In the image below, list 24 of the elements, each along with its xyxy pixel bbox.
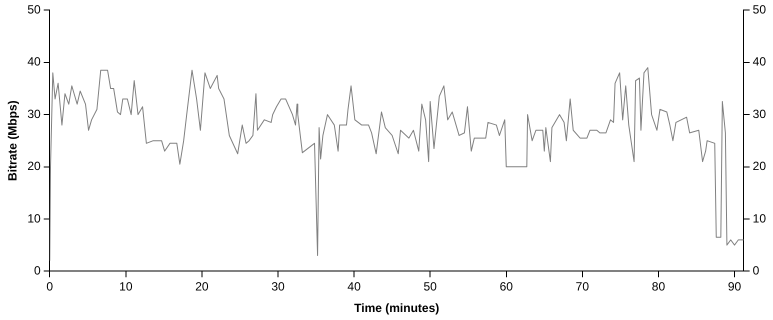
x-tick-label: 60	[500, 280, 514, 294]
y2-tick-label: 10	[752, 211, 766, 226]
y-tick-label: 10	[27, 211, 42, 226]
y2-tick-label: 40	[752, 54, 766, 69]
y-axis-title: Bitrate (Mbps)	[6, 100, 20, 182]
y-tick-label: 40	[27, 54, 42, 69]
x-tick-label: 40	[347, 280, 362, 294]
y-tick-label: 20	[27, 159, 42, 174]
y2-tick-label: 0	[752, 264, 760, 278]
x-tick-label: 90	[728, 280, 742, 294]
x-tick-label: 70	[576, 280, 590, 294]
y2-tick-label: 50	[752, 2, 766, 17]
x-tick-label: 20	[195, 280, 209, 294]
x-tick-label: 10	[119, 280, 133, 294]
x-tick-label: 0	[46, 280, 54, 294]
y2-tick-label: 20	[752, 159, 766, 174]
y-tick-label: 30	[27, 106, 42, 121]
y-tick-label: 50	[27, 2, 42, 17]
x-axis-title: Time (minutes)	[354, 301, 440, 316]
y-tick-label: 0	[34, 264, 42, 278]
x-tick-label: 80	[652, 280, 666, 294]
x-tick-label: 50	[424, 280, 438, 294]
y2-tick-label: 30	[752, 106, 766, 121]
x-tick-label: 30	[271, 280, 285, 294]
